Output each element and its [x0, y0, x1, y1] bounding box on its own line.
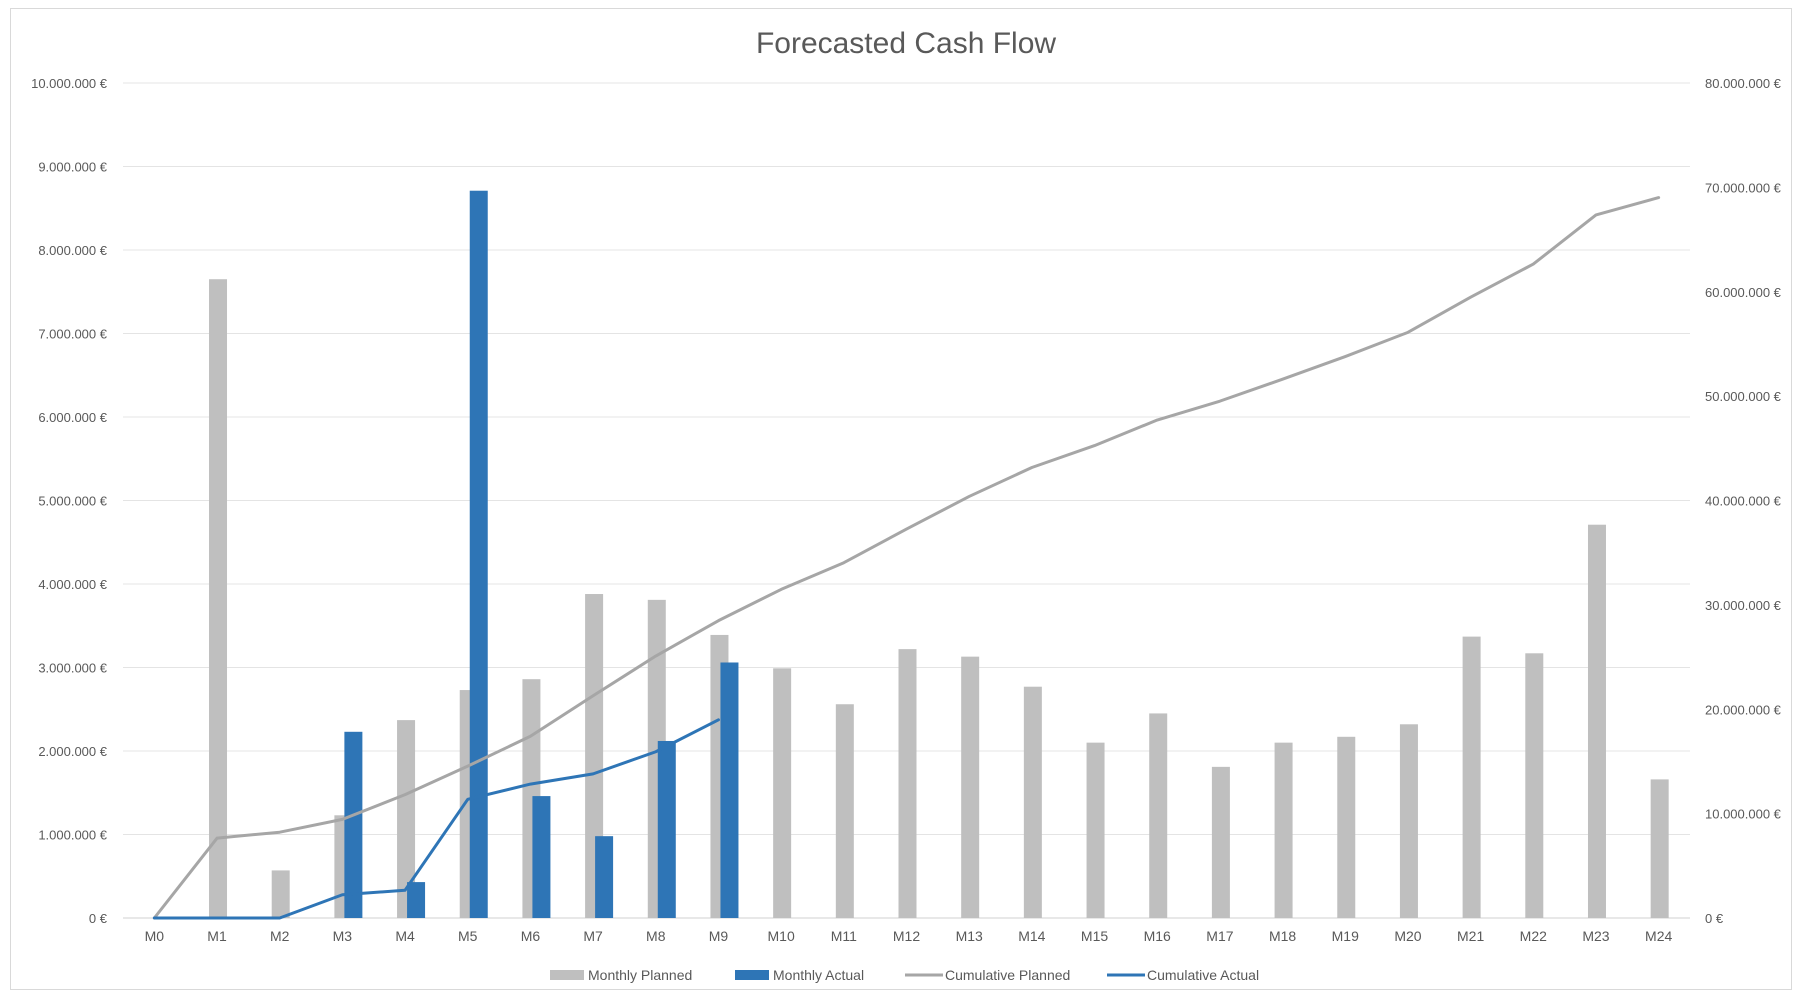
left-tick-label: 5.000.000 €	[38, 494, 107, 509]
category-label: M13	[956, 928, 983, 944]
bar-monthly-planned	[1587, 524, 1606, 918]
bar-monthly-planned	[961, 656, 980, 918]
bar-monthly-planned	[835, 704, 854, 918]
category-label: M11	[831, 928, 857, 944]
left-tick-label: 3.000.000 €	[38, 661, 107, 676]
category-label: M17	[1206, 928, 1233, 944]
category-label: M19	[1332, 928, 1359, 944]
bar-monthly-planned	[271, 870, 290, 918]
bar-monthly-planned	[209, 279, 228, 919]
category-label: M22	[1520, 928, 1547, 944]
chart-title: Forecasted Cash Flow	[756, 27, 1056, 60]
left-tick-label: 4.000.000 €	[38, 577, 107, 592]
category-label: M20	[1394, 928, 1421, 944]
left-tick-label: 7.000.000 €	[38, 327, 107, 342]
bar-monthly-planned	[1337, 736, 1356, 918]
bar-monthly-actual	[657, 740, 676, 918]
cumulative-actual-line	[152, 718, 720, 920]
category-label: M9	[709, 928, 729, 944]
right-tick-label: 20.000.000 €	[1705, 702, 1782, 717]
category-label: M5	[458, 928, 478, 944]
legend-swatch	[550, 970, 584, 980]
bar-monthly-actual	[469, 190, 488, 919]
category-label: M1	[207, 928, 227, 944]
category-label: M12	[893, 928, 920, 944]
bar-monthly-planned	[1086, 742, 1105, 918]
legend-label: Cumulative Planned	[945, 967, 1070, 983]
bar-monthly-planned	[397, 720, 416, 918]
right-tick-label: 50.000.000 €	[1705, 389, 1782, 404]
right-tick-label: 40.000.000 €	[1705, 494, 1782, 509]
legend-label: Monthly Actual	[773, 967, 864, 983]
category-label: M7	[583, 928, 603, 944]
left-tick-label: 8.000.000 €	[38, 243, 107, 258]
cumulative-planned-line	[152, 196, 1661, 920]
category-label: M2	[270, 928, 290, 944]
left-tick-label: 2.000.000 €	[38, 744, 107, 759]
right-tick-label: 80.000.000 €	[1705, 76, 1782, 91]
category-label: M4	[395, 928, 415, 944]
bar-monthly-planned	[1023, 686, 1042, 918]
category-label: M10	[768, 928, 795, 944]
bar-monthly-planned	[1462, 636, 1481, 918]
right-tick-label: 0 €	[1705, 911, 1724, 926]
line-series	[152, 196, 1661, 920]
bar-monthly-planned	[898, 649, 917, 918]
legend: Monthly Planned Monthly Actual Cumulative …	[550, 967, 1259, 983]
right-tick-label: 10.000.000 €	[1705, 807, 1782, 822]
left-tick-label: 0 €	[89, 911, 108, 926]
bar-monthly-actual	[532, 796, 551, 918]
bar-monthly-actual	[595, 836, 614, 918]
gridlines	[123, 82, 1690, 919]
left-tick-label: 1.000.000 €	[38, 828, 107, 843]
right-tick-label: 70.000.000 €	[1705, 180, 1782, 195]
bar-monthly-planned	[1149, 713, 1168, 918]
left-tick-label: 9.000.000 €	[38, 160, 107, 175]
bar-monthly-actual	[344, 731, 363, 918]
bar-monthly-planned	[773, 668, 792, 918]
category-label: M6	[521, 928, 541, 944]
category-label: M15	[1081, 928, 1108, 944]
category-label: M24	[1645, 928, 1672, 944]
bar-monthly-planned	[1399, 724, 1418, 918]
bar-monthly-planned	[1525, 653, 1544, 918]
bar-monthly-planned	[1211, 766, 1230, 918]
category-label: M8	[646, 928, 666, 944]
right-axis-ticks: 0 € 10.000.000 € 20.000.000 € 30.000.000 € 4…	[1705, 76, 1782, 926]
right-tick-label: 30.000.000 €	[1705, 598, 1782, 613]
category-label: M14	[1018, 928, 1045, 944]
bar-monthly-planned	[1274, 742, 1293, 918]
left-tick-label: 10.000.000 €	[31, 76, 108, 91]
legend-label: Monthly Planned	[588, 967, 692, 983]
legend-swatch	[735, 970, 769, 980]
bar-monthly-actual	[720, 662, 739, 918]
category-label: M18	[1269, 928, 1296, 944]
bar-series	[209, 190, 1669, 919]
x-axis: M0 M1 M2 M3 M4 M5 M6 M7 M8 M9 M10 M11 M12 M13 M14 M15 M1…	[145, 928, 1673, 944]
right-tick-label: 60.000.000 €	[1705, 285, 1782, 300]
left-tick-label: 6.000.000 €	[38, 410, 107, 425]
category-label: M3	[333, 928, 353, 944]
category-label: M16	[1144, 928, 1171, 944]
left-axis-ticks: 0 € 1.000.000 € 2.000.000 € 3.000.000 € 4.00…	[31, 76, 108, 926]
bar-monthly-planned	[1650, 779, 1669, 918]
bar-monthly-actual	[407, 882, 426, 918]
category-label: M23	[1582, 928, 1609, 944]
category-label: M0	[145, 928, 165, 944]
legend-label: Cumulative Actual	[1147, 967, 1259, 983]
category-label: M21	[1457, 928, 1484, 944]
